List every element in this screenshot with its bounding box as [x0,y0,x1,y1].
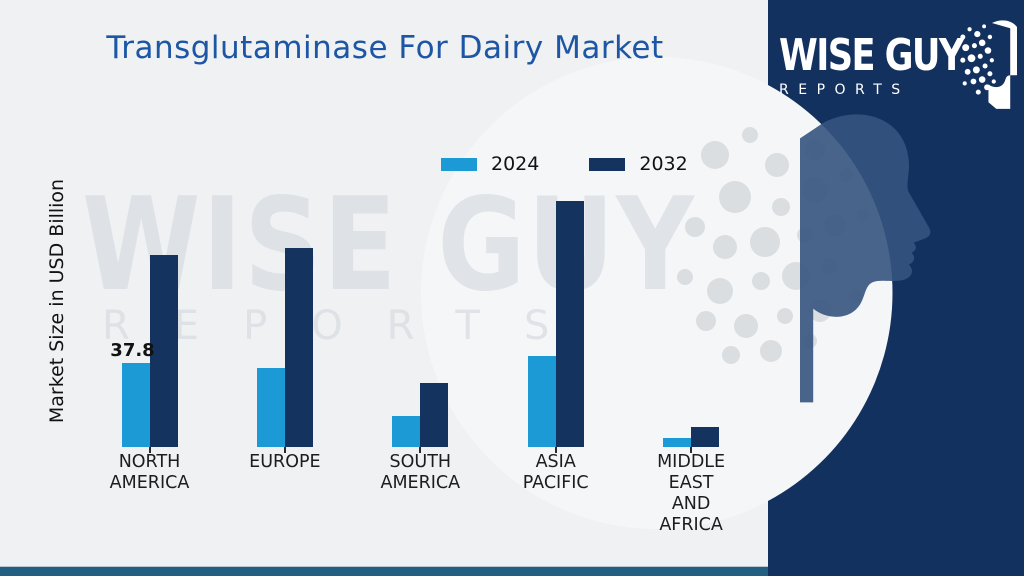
bar-asia-pacific-2032 [555,201,584,447]
bar-north-america-2032 [149,255,178,447]
legend-item-2024: 2024 [441,153,539,175]
category-label-middle-east-and-africa: MIDDLE EAST AND AFRICA [657,452,726,535]
wiseguy-reports-logo: WISE GUY REPORTS [779,16,1017,124]
category-label-europe: EUROPE [249,452,321,472]
logo-brand-name: WISE GUY [779,30,964,81]
logo-sub-name: REPORTS [779,82,910,98]
bottom-accent-bar [0,566,1024,576]
bar-europe-2024 [256,368,285,447]
axis-tick [419,447,422,453]
legend-label-2032: 2032 [639,153,688,175]
axis-tick [148,447,151,453]
axis-tick [690,447,693,453]
category-label-asia-pacific: ASIA PACIFIC [522,452,589,493]
legend-swatch-2024 [441,157,477,171]
watermark-brand-text: WISE GUY [82,176,698,328]
axis-tick [554,447,557,453]
bar-asia-pacific-2024 [527,356,556,447]
bar-europe-2032 [284,248,313,447]
bar-north-america-2024 [121,363,150,447]
logo-face-icon [960,20,1017,109]
page-title: Transglutaminase For Dairy Market [106,30,664,66]
bar-value-label-north-america-2024: 37.8 [110,340,155,361]
bar-middle-east-and-africa-2032 [691,427,720,447]
category-label-south-america: SOUTH AMERICA [380,452,461,493]
y-axis-label: Market Size in USD Billion [46,178,68,424]
legend: 2024 2032 [441,153,688,175]
watermark-brand-line1: WISE GUY [82,176,696,320]
legend-label-2024: 2024 [491,153,540,175]
logo-text-block: WISE GUY REPORTS [779,34,964,99]
legend-item-2032: 2032 [589,153,688,175]
bar-south-america-2024 [392,416,421,447]
legend-swatch-2032 [589,157,626,171]
axis-tick [283,447,286,453]
category-label-north-america: NORTH AMERICA [109,452,190,493]
bar-middle-east-and-africa-2024 [663,438,692,447]
bar-south-america-2032 [420,383,449,447]
